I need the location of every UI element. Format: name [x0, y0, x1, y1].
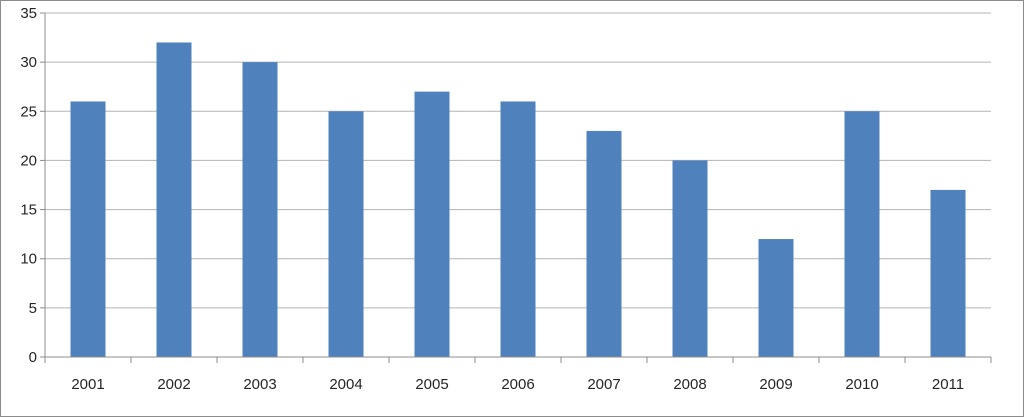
y-tick-label: 0	[29, 349, 37, 366]
y-tick-label: 10	[20, 251, 37, 268]
x-tick-label: 2007	[587, 376, 620, 393]
x-tick-label: 2010	[845, 376, 878, 393]
bar-2002	[156, 42, 192, 357]
x-tick-label: 2008	[673, 376, 706, 393]
bar-2003	[242, 62, 278, 358]
x-tick-label: 2001	[71, 376, 104, 393]
y-tick-label: 20	[20, 152, 37, 169]
x-tick-label: 2011	[932, 376, 964, 393]
y-tick-labels: 0 5 10 15 20 25 30 35	[20, 5, 37, 366]
x-tick-label: 2009	[759, 376, 792, 393]
bar-2009	[758, 239, 794, 357]
bar-2007	[586, 130, 622, 357]
bar-2001	[70, 101, 106, 357]
bar-2006	[500, 101, 536, 357]
axes	[40, 12, 992, 363]
x-tick-label: 2004	[329, 376, 362, 393]
bar-2011	[930, 189, 966, 357]
y-tick-label: 5	[29, 300, 37, 317]
bars	[70, 42, 966, 358]
bar-2008	[672, 160, 708, 357]
bar-2004	[328, 111, 364, 358]
bar-2005	[414, 91, 450, 357]
x-tick-labels: 2001 2002 2003 2004 2005 2006 2007 2008 2009 2010…	[71, 376, 964, 393]
y-tick-label: 30	[20, 54, 37, 71]
x-tick-label: 2002	[157, 376, 190, 393]
y-tick-label: 35	[20, 5, 37, 22]
x-tick-label: 2006	[501, 376, 534, 393]
y-tick-label: 25	[20, 103, 37, 120]
bar-2010	[844, 111, 880, 358]
y-tick-label: 15	[20, 202, 37, 219]
x-tick-label: 2003	[243, 376, 276, 393]
x-tick-label: 2005	[415, 376, 448, 393]
